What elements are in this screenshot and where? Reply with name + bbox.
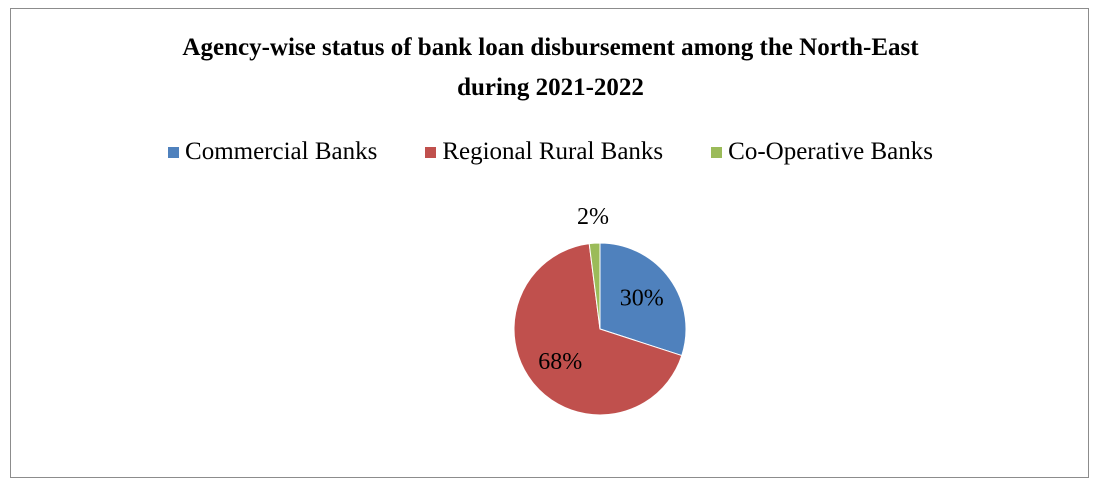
chart-frame [10, 8, 1089, 478]
chart-title-line-1: Agency-wise status of bank loan disburse… [182, 34, 919, 61]
legend-swatch-commercial-banks [168, 146, 180, 158]
pie-slice-regional-rural-banks [513, 243, 683, 416]
data-label-co-operative-banks: 2% [577, 204, 609, 230]
legend-label-commercial-banks: Commercial Banks [185, 138, 378, 165]
legend-label-co-operative-banks: Co-Operative Banks [728, 138, 933, 165]
chart-title-line-2: during 2021-2022 [457, 74, 644, 101]
legend-item-regional-rural-banks: Regional Rural Banks [425, 138, 663, 166]
pie-chart: 30% 68% 2% [513, 204, 687, 416]
pie-slice-commercial-banks [599, 242, 687, 357]
legend-item-commercial-banks: Commercial Banks [168, 138, 377, 166]
legend-swatch-regional-rural-banks [425, 146, 437, 158]
chart-legend: Commercial Banks Regional Rural Banks Co… [0, 138, 1101, 166]
legend-item-co-operative-banks: Co-Operative Banks [711, 138, 933, 166]
data-label-commercial-banks: 30% [620, 286, 664, 312]
data-label-regional-rural-banks: 68% [538, 349, 582, 375]
legend-swatch-co-operative-banks [711, 146, 723, 158]
legend-label-regional-rural-banks: Regional Rural Banks [442, 138, 664, 165]
pie-slice-co-operative-banks [588, 242, 601, 330]
